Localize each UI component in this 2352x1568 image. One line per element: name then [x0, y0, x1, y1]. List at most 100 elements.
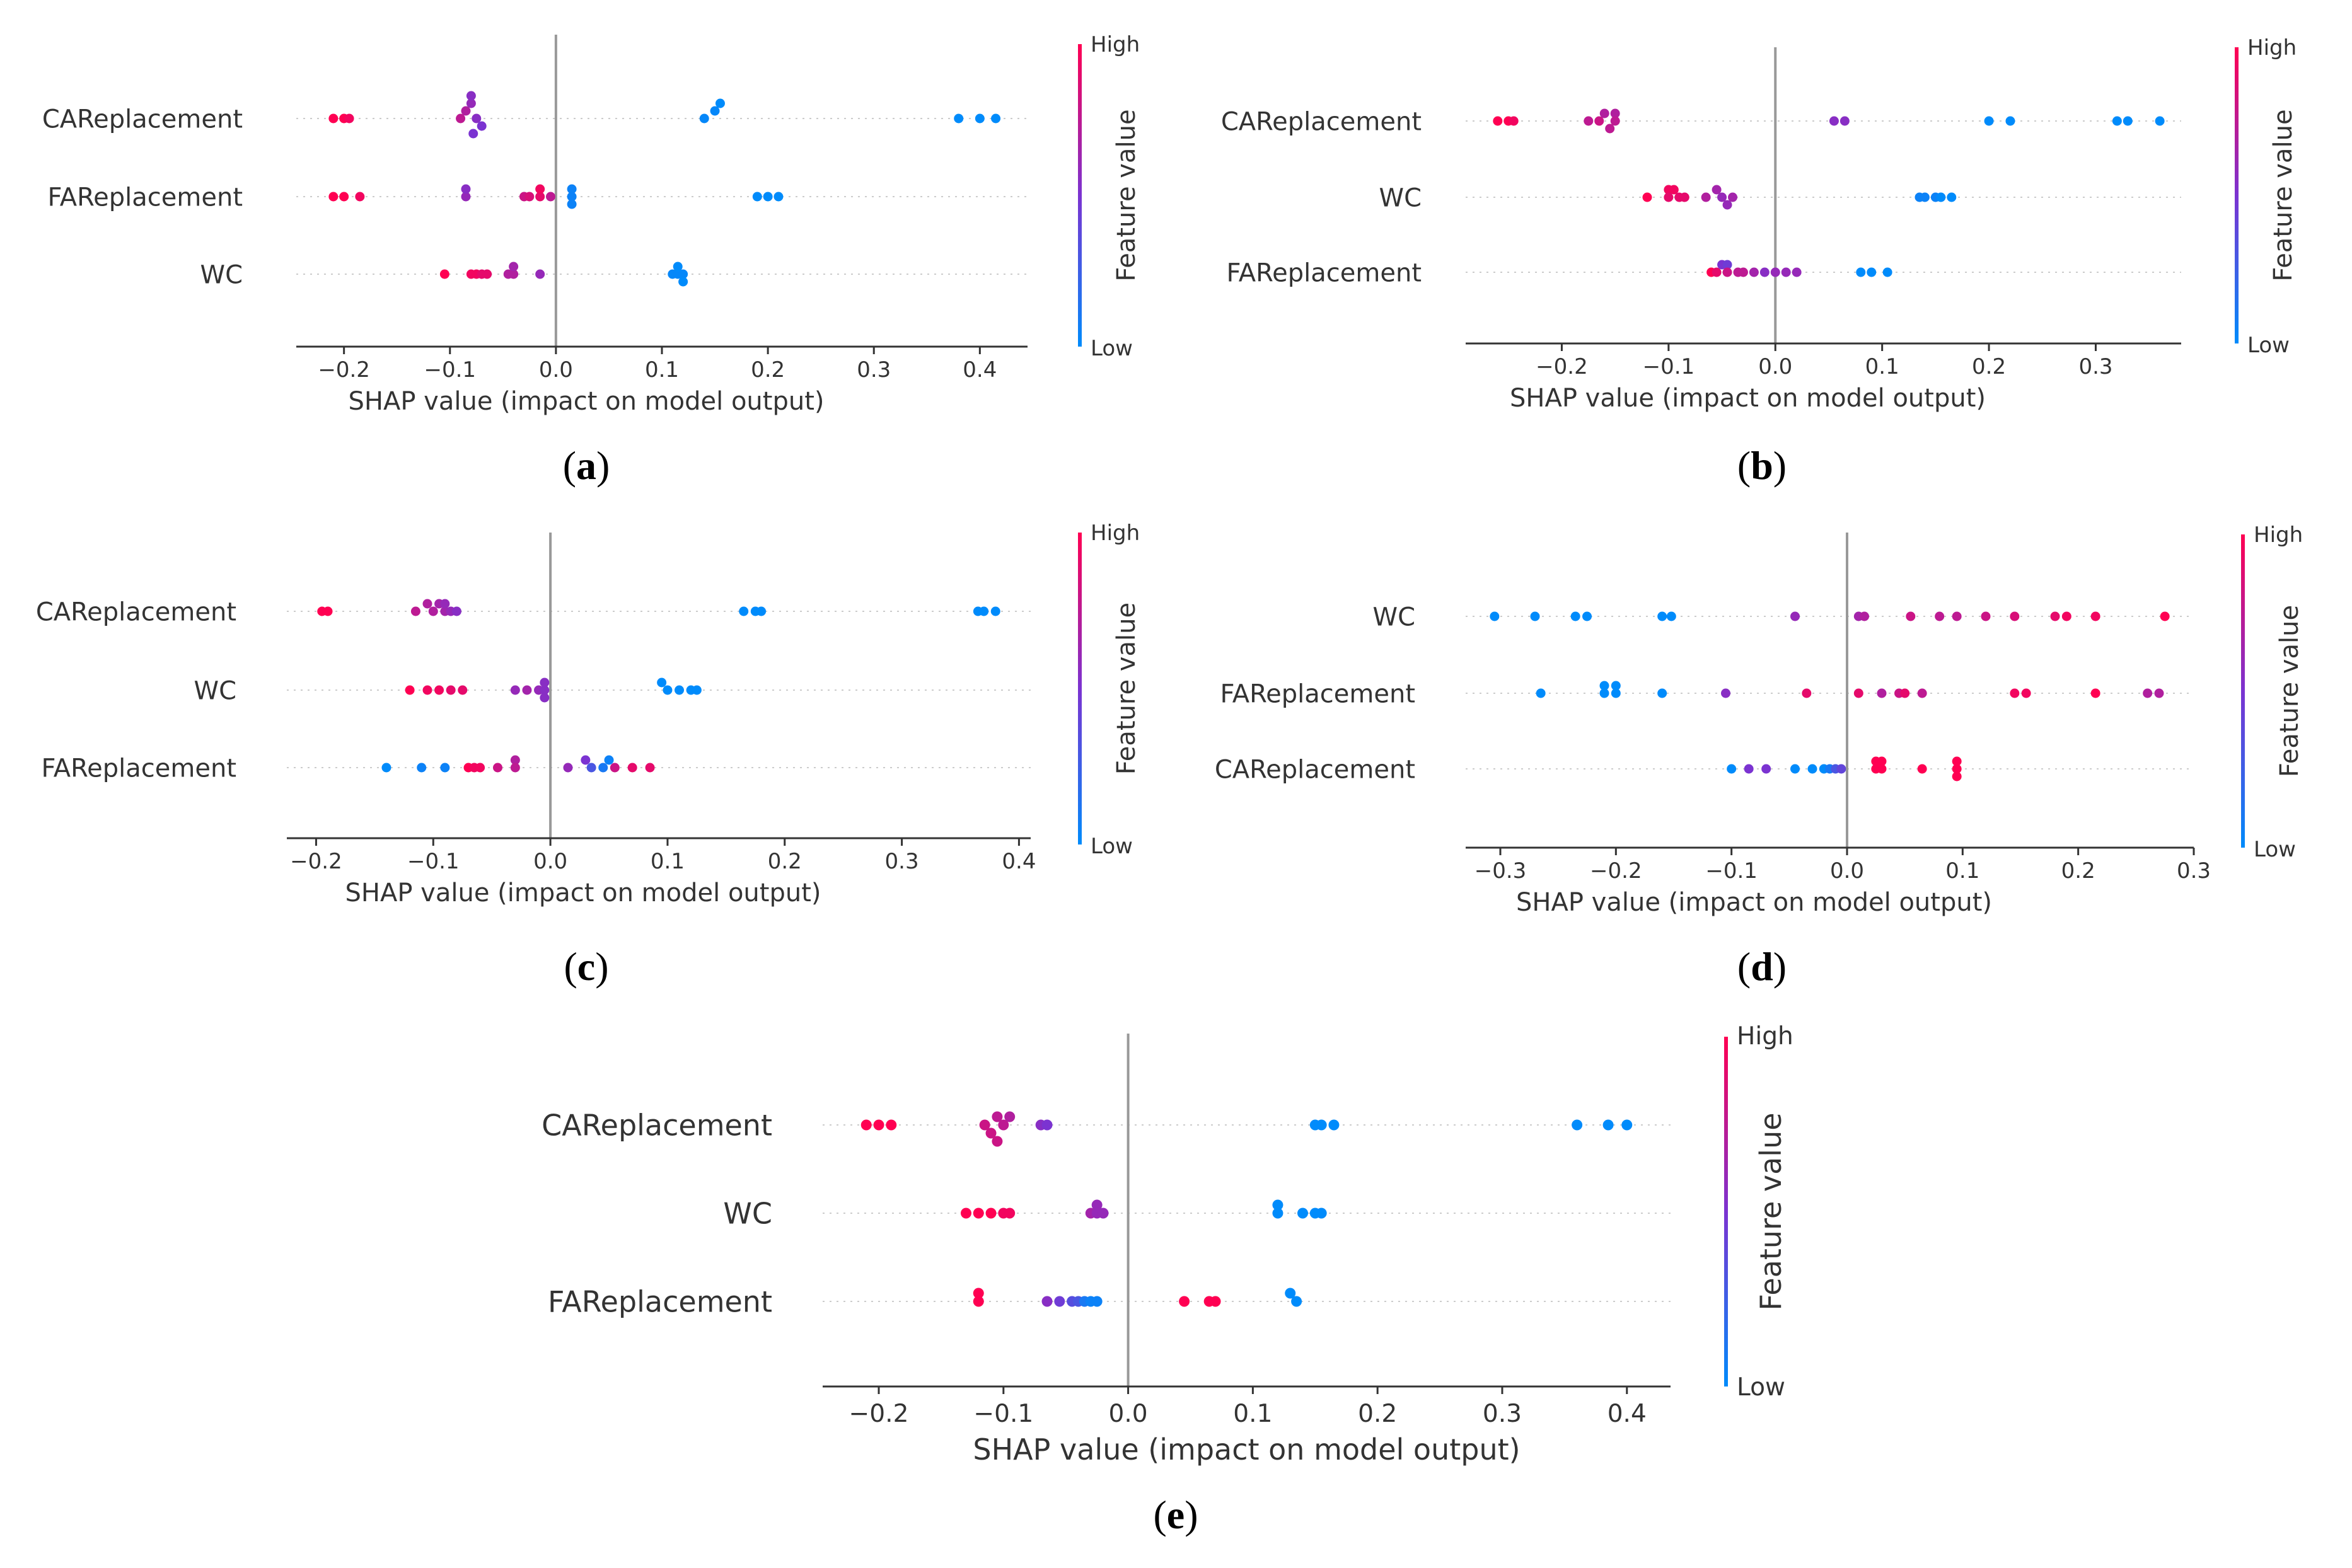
x-tick-label: 0.2: [751, 357, 785, 383]
shap-point: [1738, 267, 1748, 277]
shap-point: [1572, 1119, 1583, 1131]
colorbar-low-label: Low: [2254, 837, 2296, 862]
shap-point: [1722, 267, 1732, 277]
shap-point: [1717, 192, 1727, 202]
x-tick-label: 0.0: [1758, 354, 1792, 379]
shap-point: [509, 269, 519, 279]
x-tick-label: −0.1: [973, 1400, 1033, 1428]
colorbar: [1724, 1037, 1728, 1386]
shap-point: [440, 763, 450, 773]
shap-point: [567, 192, 577, 202]
shap-point: [1041, 1119, 1053, 1131]
shap-point: [1727, 764, 1737, 774]
shap-point: [482, 269, 492, 279]
shap-point: [992, 1111, 1003, 1122]
shap-point: [492, 763, 502, 773]
shap-point: [1770, 267, 1780, 277]
shap-point: [422, 599, 432, 609]
shap-point: [355, 192, 365, 202]
shap-point: [1867, 267, 1877, 277]
shap-point: [985, 1127, 997, 1139]
shap-point: [540, 693, 550, 703]
x-tick-label: 0.3: [2078, 354, 2112, 379]
shap-point: [1900, 688, 1910, 698]
shap-point: [1041, 1296, 1053, 1307]
shap-point: [1054, 1296, 1065, 1307]
shap-point: [2154, 688, 2164, 698]
shap-point: [410, 606, 420, 616]
shap-point: [1621, 1119, 1633, 1131]
panel-label: (a): [563, 443, 610, 488]
shap-point: [451, 606, 461, 616]
shap-panel-b: CAReplacement WC FAReplacement −0.2 −0.1 0.0 0…: [1221, 35, 2298, 488]
shap-panel-c: CAReplacement WC FAReplacement −0.2 −0.1 0.0 0…: [36, 521, 1141, 989]
x-tick-label: −0.1: [1705, 858, 1758, 884]
shap-point: [461, 192, 471, 202]
shap-point: [678, 277, 688, 287]
shap-point: [1761, 764, 1771, 774]
shap-point: [1728, 192, 1738, 202]
colorbar-high-label: High: [1737, 1022, 1793, 1051]
shap-point: [1952, 756, 1962, 766]
shap-point: [2090, 688, 2100, 698]
shap-point: [1829, 116, 1839, 126]
shap-point: [405, 685, 415, 695]
shap-point: [954, 113, 964, 124]
shap-point: [873, 1119, 884, 1131]
x-tick-label: 0.3: [885, 849, 919, 874]
x-axis-title: SHAP value (impact on model output): [1516, 888, 1992, 917]
shap-point: [563, 763, 573, 773]
shap-point: [1004, 1111, 1016, 1122]
feature-label: CAReplacement: [542, 1109, 772, 1143]
shap-point: [339, 192, 349, 202]
shap-point: [468, 129, 478, 139]
shap-point: [1584, 116, 1594, 126]
shap-point: [1882, 267, 1892, 277]
colorbar-low-label: Low: [1091, 834, 1133, 859]
shap-point: [975, 113, 985, 124]
x-tick-label: 0.0: [533, 849, 567, 874]
shap-point: [458, 685, 468, 695]
feature-label: WC: [723, 1197, 772, 1231]
shap-point: [1936, 192, 1946, 202]
x-tick-label: 0.1: [651, 849, 685, 874]
x-tick-label: −0.1: [1643, 354, 1695, 379]
x-tick-label: 0.2: [768, 849, 802, 874]
feature-label: CAReplacement: [1221, 107, 1422, 136]
shap-point: [439, 269, 449, 279]
colorbar: [1078, 533, 1082, 845]
shap-point: [1004, 1208, 1016, 1219]
shap-point: [344, 113, 354, 124]
shap-point: [985, 1208, 997, 1219]
shap-point: [446, 685, 456, 695]
shap-point: [1602, 1119, 1614, 1131]
shap-point: [510, 685, 520, 695]
colorbar-title: Feature value: [2269, 109, 2298, 281]
shap-point: [2021, 688, 2031, 698]
shap-point: [1599, 681, 1609, 691]
x-tick-label: −0.3: [1474, 858, 1527, 884]
shap-point: [1328, 1119, 1340, 1131]
feature-label: FAReplacement: [1220, 679, 1415, 708]
shap-point: [1657, 688, 1667, 698]
shap-point: [1570, 611, 1580, 621]
shap-point: [979, 1119, 990, 1131]
shap-point: [1744, 764, 1754, 774]
shap-point: [466, 98, 476, 108]
shap-point: [739, 606, 749, 616]
shap-point: [973, 1296, 984, 1307]
colorbar-low-label: Low: [1091, 336, 1133, 361]
shap-point: [422, 685, 432, 695]
shap-point: [510, 763, 520, 773]
x-tick-label: 0.2: [2061, 858, 2095, 884]
x-tick-label: 0.1: [1945, 858, 1979, 884]
shap-point: [1856, 267, 1866, 277]
x-tick-label: 0.2: [1358, 1400, 1397, 1428]
x-tick-label: 0.1: [1865, 354, 1899, 379]
shap-point: [973, 1208, 984, 1219]
colorbar: [2235, 47, 2239, 343]
x-axis-title: SHAP value (impact on model output): [1510, 384, 1986, 413]
shap-point: [1807, 764, 1817, 774]
shap-point: [1272, 1208, 1283, 1219]
shap-point: [1952, 771, 1962, 781]
